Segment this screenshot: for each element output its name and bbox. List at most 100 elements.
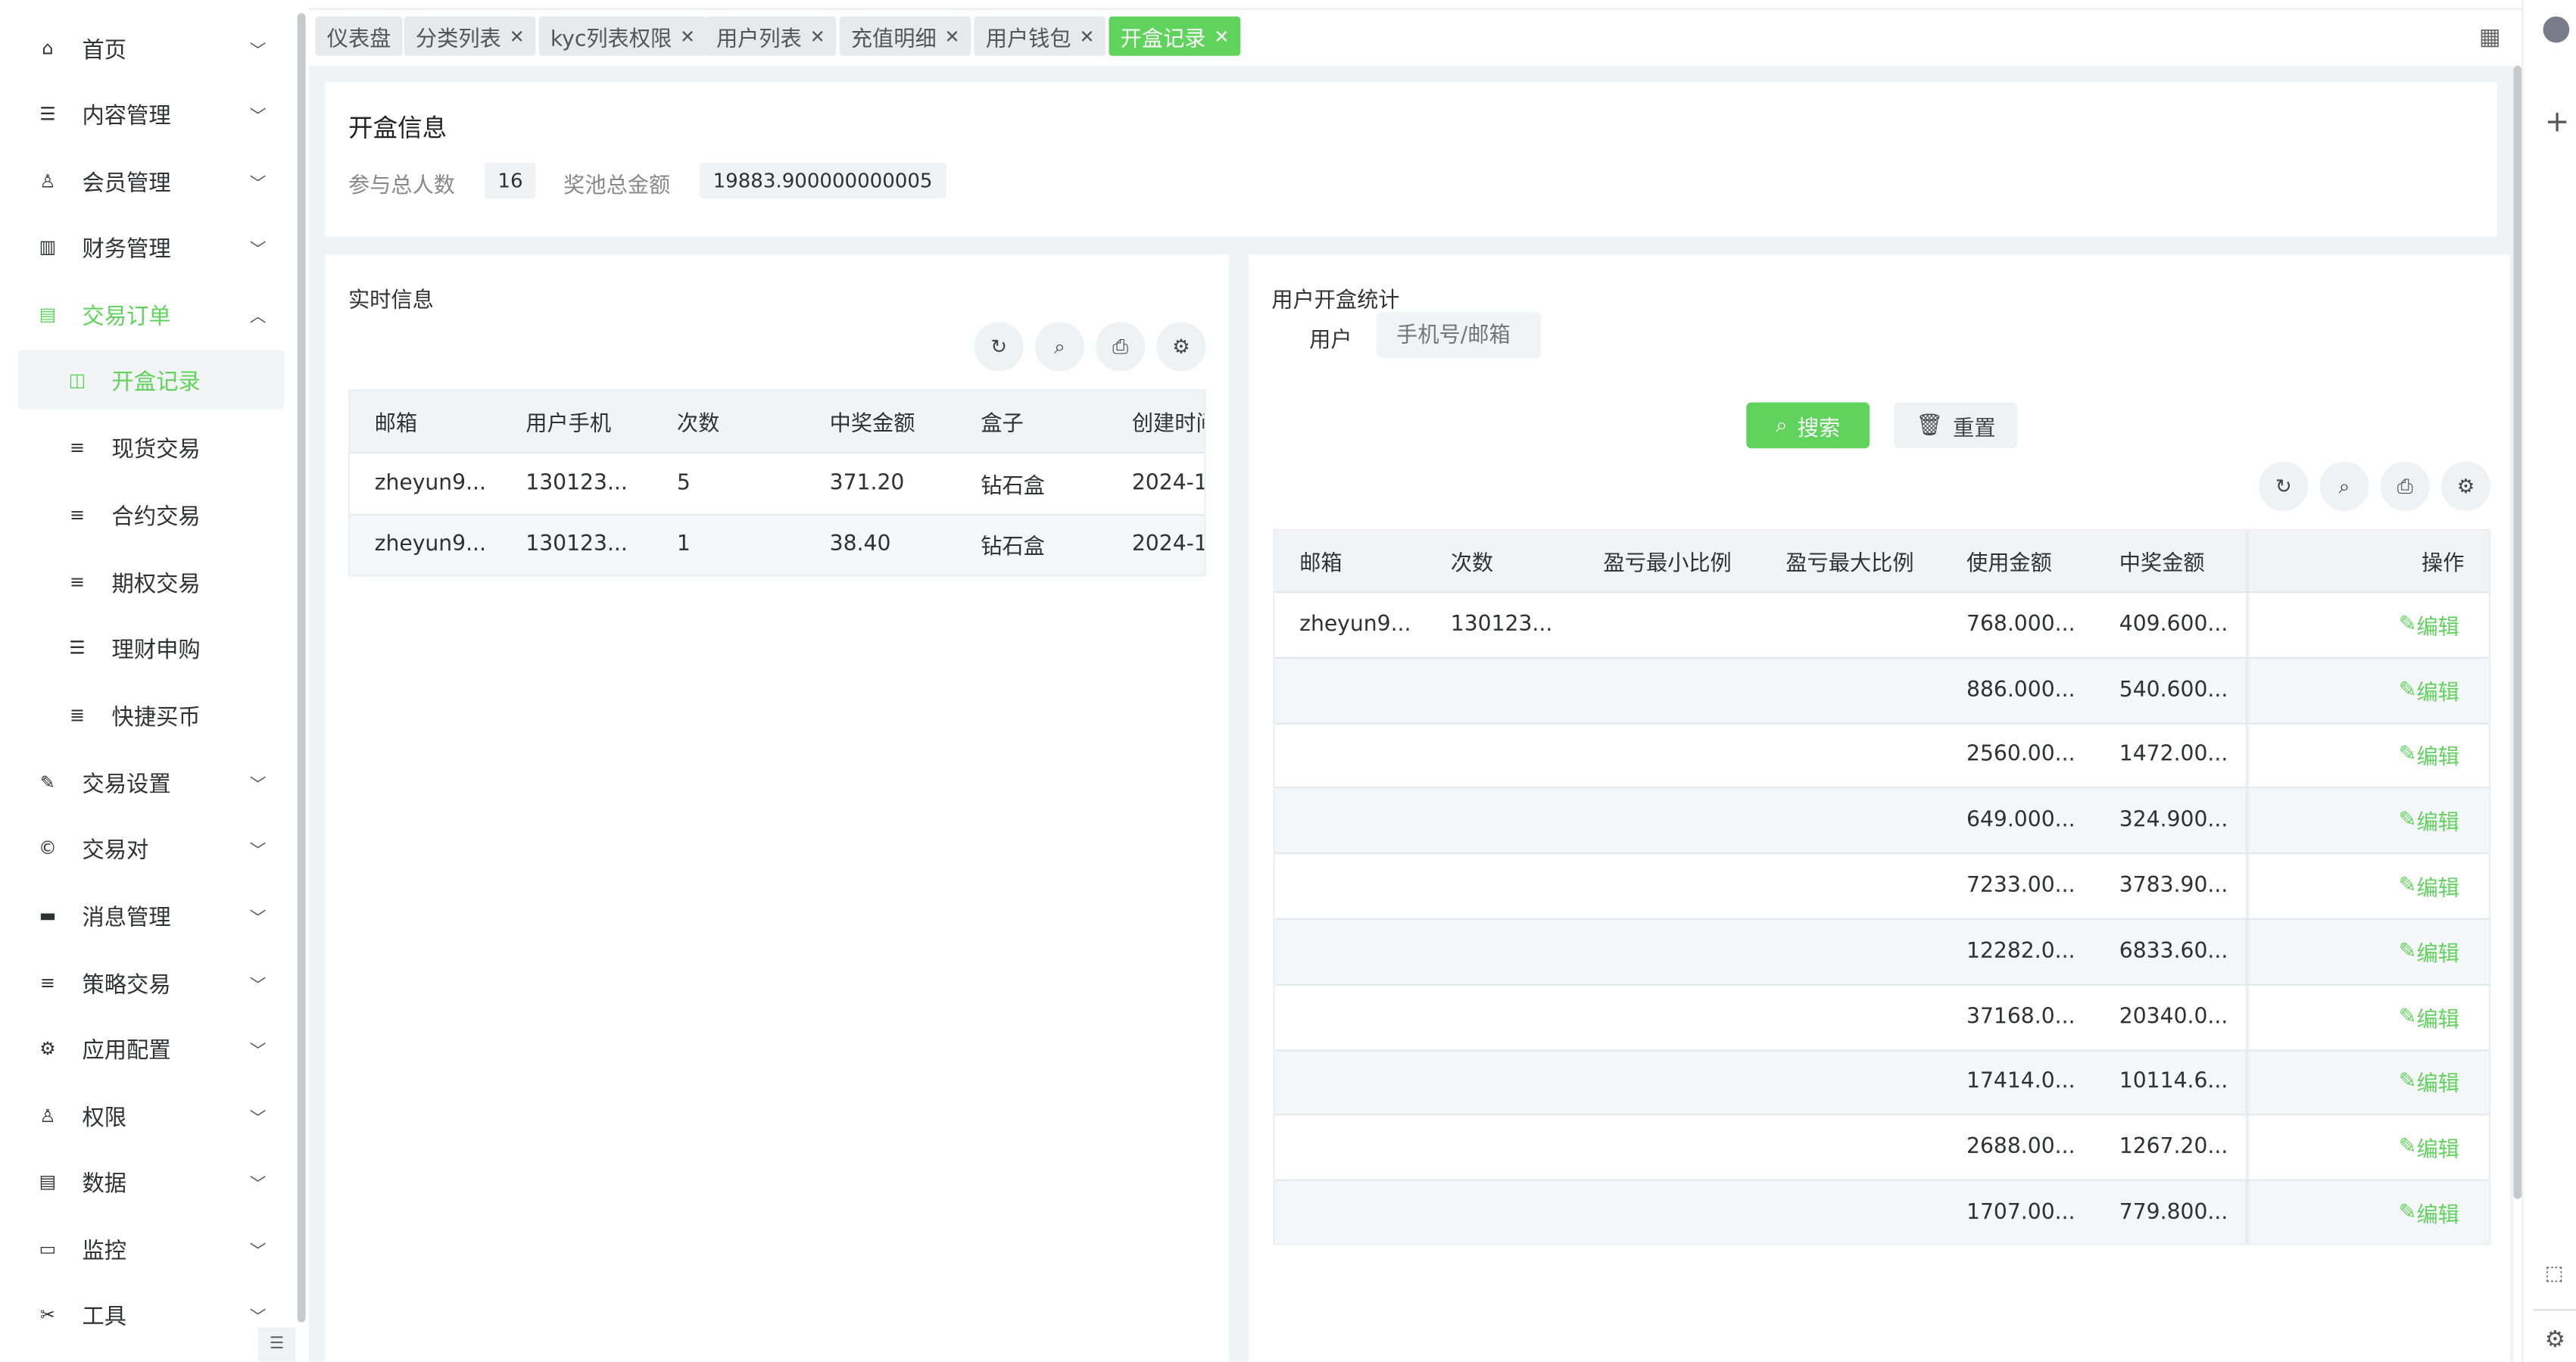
refresh-button[interactable]: ↻: [2259, 461, 2309, 511]
table-header: 邮箱 用户手机 次数 中奖金额 盒子 创建时间: [350, 391, 1204, 453]
sidebar-item[interactable]: ♙ 会员管理 ﹀: [0, 151, 296, 210]
table-row: 37168.0... 20340.0... ✎ 编辑: [1274, 985, 2489, 1051]
search-button[interactable]: ⌕: [2319, 461, 2369, 511]
reset-label: 重置: [1953, 416, 1996, 441]
table-row: 649.000... 324.900... ✎ 编辑: [1274, 789, 2489, 855]
edit-button[interactable]: ✎ 编辑: [2399, 659, 2459, 722]
close-icon[interactable]: ✕: [809, 25, 825, 47]
column-header: 盒子: [981, 412, 1024, 438]
settings-button[interactable]: ⚙: [1156, 322, 1206, 372]
edit-button[interactable]: ✎ 编辑: [2399, 920, 2459, 983]
tab[interactable]: 用户列表 ✕: [704, 16, 837, 56]
sidebar-item[interactable]: ☰ 理财申购: [0, 618, 296, 677]
table-cell: 12282.0...: [1966, 939, 2075, 965]
sidebar-item[interactable]: ≡ 期权交易: [0, 552, 296, 611]
table-cell: 37168.0...: [1966, 1005, 2075, 1030]
avatar-icon[interactable]: [2543, 16, 2570, 43]
grid-layout-icon[interactable]: ▦: [2478, 24, 2501, 51]
tab[interactable]: 开盒记录 ✕: [1109, 16, 1241, 56]
chevron-down-icon: ﹀: [249, 108, 267, 126]
sidebar-item[interactable]: ♙ 权限 ﹀: [0, 1086, 296, 1145]
main-scrollbar[interactable]: [2513, 65, 2522, 1199]
close-icon[interactable]: ✕: [944, 25, 960, 47]
close-icon[interactable]: ✕: [680, 25, 696, 47]
table-cell: 2688.00...: [1966, 1135, 2075, 1161]
edit-button[interactable]: ✎ 编辑: [2399, 1181, 2459, 1243]
chevron-down-icon: ﹀: [249, 1175, 267, 1194]
tab[interactable]: 用户钱包 ✕: [974, 16, 1106, 56]
chevron-down-icon: ﹀: [249, 1109, 267, 1128]
table-cell: 649.000...: [1966, 809, 2075, 834]
sidebar-item[interactable]: ⚙ 应用配置 ﹀: [0, 1018, 296, 1077]
user-label: 用户: [1309, 328, 1352, 354]
settings-gear-icon[interactable]: ⚙: [2544, 1327, 2565, 1354]
close-icon[interactable]: ✕: [1079, 25, 1095, 47]
edit-button[interactable]: ✎ 编辑: [2399, 593, 2459, 656]
sidebar-item[interactable]: ☰ 内容管理 ﹀: [0, 84, 296, 143]
print-button[interactable]: ⎙: [2380, 461, 2430, 511]
edit-button[interactable]: ✎ 编辑: [2399, 1116, 2459, 1180]
print-button[interactable]: ⎙: [1096, 322, 1146, 372]
sidebar-item-label: 监控: [82, 1238, 127, 1265]
trash-icon: 🗑: [1916, 413, 1944, 438]
realtime-card: 实时信息 ↻ ⌕ ⎙ ⚙ 邮箱 用户手机 次数 中奖金额 盒子 创建时间 zheyun9..…: [325, 254, 1229, 1362]
list-icon: ☰: [69, 636, 86, 658]
sidebar-item[interactable]: ▥ 财务管理 ﹀: [0, 217, 296, 276]
collapse-sidebar-button[interactable]: ☰: [257, 1327, 296, 1362]
edit-button[interactable]: ✎ 编辑: [2399, 724, 2459, 787]
participants-label: 参与总人数: [348, 173, 456, 199]
sidebar-item-label: 开盒记录: [111, 369, 201, 396]
settings-button[interactable]: ⚙: [2441, 461, 2491, 511]
tab[interactable]: 仪表盘: [315, 16, 403, 56]
user-lock-icon: ♙: [39, 1105, 56, 1127]
edit-button[interactable]: ✎ 编辑: [2399, 855, 2459, 918]
text-icon: ≣: [69, 703, 85, 725]
edit-button[interactable]: ✎ 编辑: [2399, 789, 2459, 852]
edit-label: 编辑: [2416, 616, 2459, 640]
reset-button[interactable]: 🗑 重置: [1894, 402, 2018, 449]
pencil-icon: ✎: [2398, 1070, 2417, 1096]
user-icon: ♙: [39, 170, 56, 192]
edit-button[interactable]: ✎ 编辑: [2399, 985, 2459, 1049]
column-header: 使用金额: [1966, 551, 2052, 577]
sidebar-item[interactable]: ≡ 合约交易: [0, 485, 296, 544]
sidebar-item[interactable]: ≡ 现货交易: [0, 417, 296, 476]
tab[interactable]: 充值明细 ✕: [839, 16, 971, 56]
sidebar-item[interactable]: ▭ 监控 ﹀: [0, 1219, 296, 1278]
sidebar-item[interactable]: ▤ 交易订单 ︿: [0, 284, 296, 343]
sidebar-item[interactable]: ▤ 数据 ﹀: [0, 1152, 296, 1211]
table-cell: 20340.0...: [2119, 1005, 2228, 1030]
home-icon: ⌂: [42, 36, 54, 59]
sidebar-item-label: 财务管理: [82, 236, 171, 263]
sidebar-scrollbar[interactable]: [297, 13, 306, 1323]
sidebar-item[interactable]: ◫ 开盒记录: [17, 350, 285, 410]
tab[interactable]: 分类列表 ✕: [404, 16, 536, 56]
table-cell: 6833.60...: [2119, 939, 2228, 965]
chevron-down-icon: ﹀: [249, 909, 267, 927]
close-icon[interactable]: ✕: [509, 25, 525, 47]
tab[interactable]: kyc列表权限 ✕: [538, 16, 707, 56]
close-icon[interactable]: ✕: [1214, 25, 1230, 47]
sidebar-item[interactable]: ≣ 快捷买币: [0, 685, 296, 744]
user-search-input[interactable]: [1377, 312, 1542, 358]
sidebar-item[interactable]: © 交易对 ﹀: [0, 818, 296, 877]
sidebar-item[interactable]: ⌂ 首页 ﹀: [0, 18, 296, 77]
plus-icon[interactable]: +: [2544, 104, 2570, 140]
realtime-table: 邮箱 用户手机 次数 中奖金额 盒子 创建时间 zheyun9... 130123... 5 37…: [348, 389, 1206, 577]
table-row: zheyun9... 130123... 768.000... 409.600... ✎…: [1274, 593, 2489, 659]
table-row: zheyun9... 130123... 1 38.40 钻石盒 2024-1: [350, 515, 1204, 575]
sidebar-item[interactable]: ✂ 工具 ﹀: [0, 1285, 296, 1344]
sidebar-item[interactable]: ≡ 策略交易 ﹀: [0, 952, 296, 1011]
chevron-down-icon: ﹀: [249, 42, 267, 61]
sidebar-item[interactable]: ▬ 消息管理 ﹀: [0, 885, 296, 944]
table-cell: 1: [676, 532, 691, 558]
sidebar-item[interactable]: ✎ 交易设置 ﹀: [0, 753, 296, 812]
edit-button[interactable]: ✎ 编辑: [2399, 1051, 2459, 1114]
refresh-button[interactable]: ↻: [974, 322, 1024, 372]
search-submit-button[interactable]: ⌕ 搜索: [1746, 402, 1870, 449]
search-button[interactable]: ⌕: [1034, 322, 1084, 372]
screenshot-icon[interactable]: ⬚: [2544, 1261, 2564, 1285]
pencil-icon: ✎: [2398, 678, 2417, 703]
sidebar-item-label: 策略交易: [82, 972, 171, 999]
stats-table: 邮箱 次数 盈亏最小比例 盈亏最大比例 使用金额 中奖金额 操作 zheyun9... 1301…: [1273, 528, 2491, 1245]
